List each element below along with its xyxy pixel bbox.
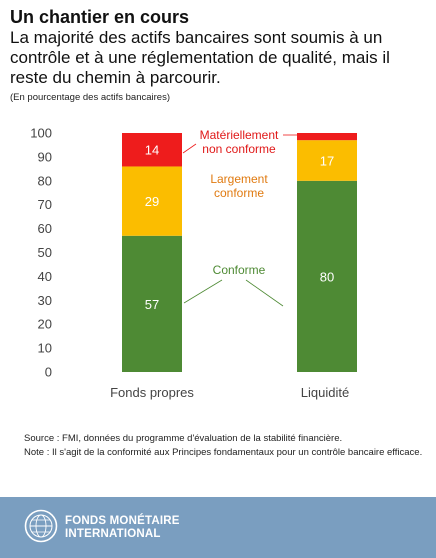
y-tick-label: 90 <box>38 149 52 164</box>
data-label: 29 <box>145 194 159 209</box>
imf-logo-text: FONDS MONÉTAIRE INTERNATIONAL <box>65 515 180 541</box>
logo-line-1: FONDS MONÉTAIRE <box>65 515 180 527</box>
x-category-label: Fonds propres <box>110 385 194 400</box>
annotation-leader-line <box>182 143 197 154</box>
bar-segment <box>297 140 357 181</box>
y-tick-label: 60 <box>38 221 52 236</box>
annotation-leader-line <box>183 279 223 304</box>
y-tick-label: 40 <box>38 269 52 284</box>
logo-line-2: INTERNATIONAL <box>65 528 161 540</box>
y-tick-label: 10 <box>38 341 52 356</box>
y-tick-label: 80 <box>38 173 52 188</box>
data-label: 17 <box>320 153 334 168</box>
x-category-label: Liquidité <box>301 385 349 400</box>
footnote: Note : Il s'agit de la conformité aux Pr… <box>24 447 423 458</box>
annotation-label: non conforme <box>202 142 276 156</box>
stacked-bar-chart: 0 10 20 30 40 50 60 70 80 90 100 57 29 14 Fonds propre… <box>30 126 357 400</box>
bar-segment <box>297 133 357 141</box>
chart-header: Un chantier en cours La majorité des act… <box>10 6 430 103</box>
data-label: 14 <box>145 143 159 158</box>
units-note: (En pourcentage des actifs bancaires) <box>10 92 171 103</box>
footer-band: FONDS MONÉTAIRE INTERNATIONAL <box>0 497 436 558</box>
imf-seal-icon <box>24 509 58 543</box>
y-tick-label: 50 <box>38 245 52 260</box>
bar-segment <box>122 166 182 236</box>
y-tick-label: 20 <box>38 317 52 332</box>
y-tick-label: 100 <box>30 126 52 141</box>
data-label: 80 <box>320 269 334 284</box>
chart-footer: Source : FMI, données du programme d'éva… <box>24 432 424 460</box>
annotation-leader-line <box>245 279 284 307</box>
data-label: 57 <box>145 297 159 312</box>
bar-segment <box>122 133 182 167</box>
y-tick-label: 0 <box>45 365 52 380</box>
y-tick-label: 70 <box>38 197 52 212</box>
annotation-label: Conforme <box>213 263 266 277</box>
bar-segment <box>297 180 357 372</box>
bar-segment <box>122 235 182 372</box>
annotation-label: Largement <box>210 172 268 186</box>
chart-title: Un chantier en cours <box>10 7 190 27</box>
annotation-label: conforme <box>214 186 264 200</box>
annotation-label: Matériellement <box>200 128 279 142</box>
y-tick-label: 30 <box>38 293 52 308</box>
source-note: Source : FMI, données du programme d'éva… <box>24 433 343 444</box>
chart-subtitle: La majorité des actifs bancaires sont so… <box>10 28 390 87</box>
